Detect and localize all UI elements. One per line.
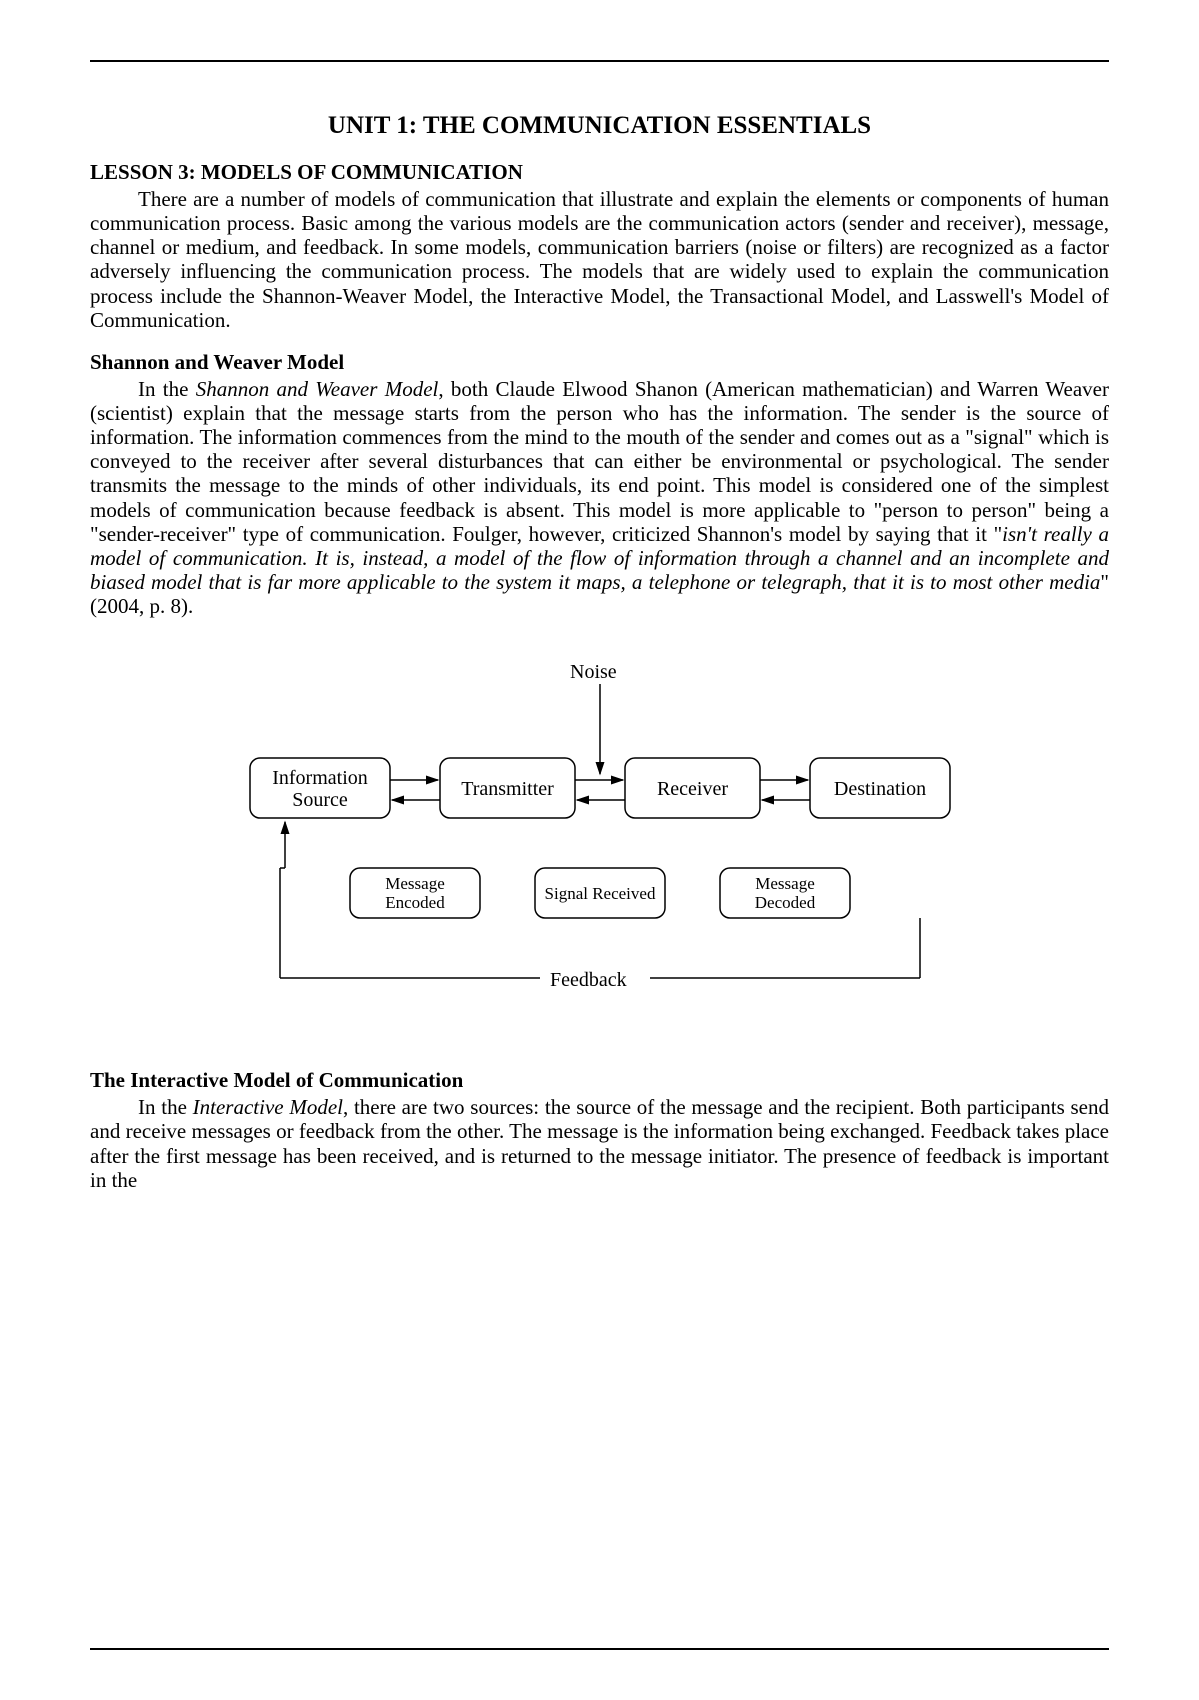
document-page: UNIT 1: THE COMMUNICATION ESSENTIALS LES…	[0, 0, 1199, 1700]
lesson-title: LESSON 3: MODELS OF COMMUNICATION	[90, 160, 1109, 185]
svg-text:Receiver: Receiver	[656, 778, 727, 800]
svg-text:Information: Information	[272, 767, 368, 789]
text-segment: In the	[138, 1095, 193, 1119]
svg-text:Decoded: Decoded	[754, 893, 815, 912]
svg-text:Source: Source	[292, 789, 348, 811]
unit-title: UNIT 1: THE COMMUNICATION ESSENTIALS	[90, 112, 1109, 140]
text-segment: , both Claude Elwood Shanon (American ma…	[90, 377, 1109, 546]
svg-text:Message: Message	[385, 874, 444, 893]
model-name-italic: Interactive Model	[193, 1095, 343, 1119]
text-segment: In the	[138, 377, 196, 401]
model-name-italic: Shannon and Weaver Model	[196, 377, 439, 401]
top-horizontal-rule	[90, 60, 1109, 62]
svg-text:Noise: Noise	[570, 661, 617, 683]
svg-text:Destination: Destination	[833, 778, 925, 800]
section-interactive-model-paragraph: In the Interactive Model, there are two …	[90, 1095, 1109, 1192]
svg-text:Encoded: Encoded	[385, 893, 445, 912]
svg-text:Transmitter: Transmitter	[461, 778, 554, 800]
svg-text:Message: Message	[755, 874, 814, 893]
section-interactive-model-title: The Interactive Model of Communication	[90, 1068, 1109, 1093]
svg-text:Feedback: Feedback	[550, 969, 627, 991]
svg-text:Signal Received: Signal Received	[544, 884, 655, 903]
intro-paragraph: There are a number of models of communic…	[90, 187, 1109, 332]
section-shannon-weaver-paragraph: In the Shannon and Weaver Model, both Cl…	[90, 377, 1109, 618]
shannon-weaver-diagram: Noise InformationSource Transmitter Receive…	[240, 658, 960, 1038]
section-shannon-weaver-title: Shannon and Weaver Model	[90, 350, 1109, 375]
bottom-horizontal-rule	[90, 1648, 1109, 1650]
flowchart-svg: Noise InformationSource Transmitter Receive…	[240, 658, 960, 1038]
